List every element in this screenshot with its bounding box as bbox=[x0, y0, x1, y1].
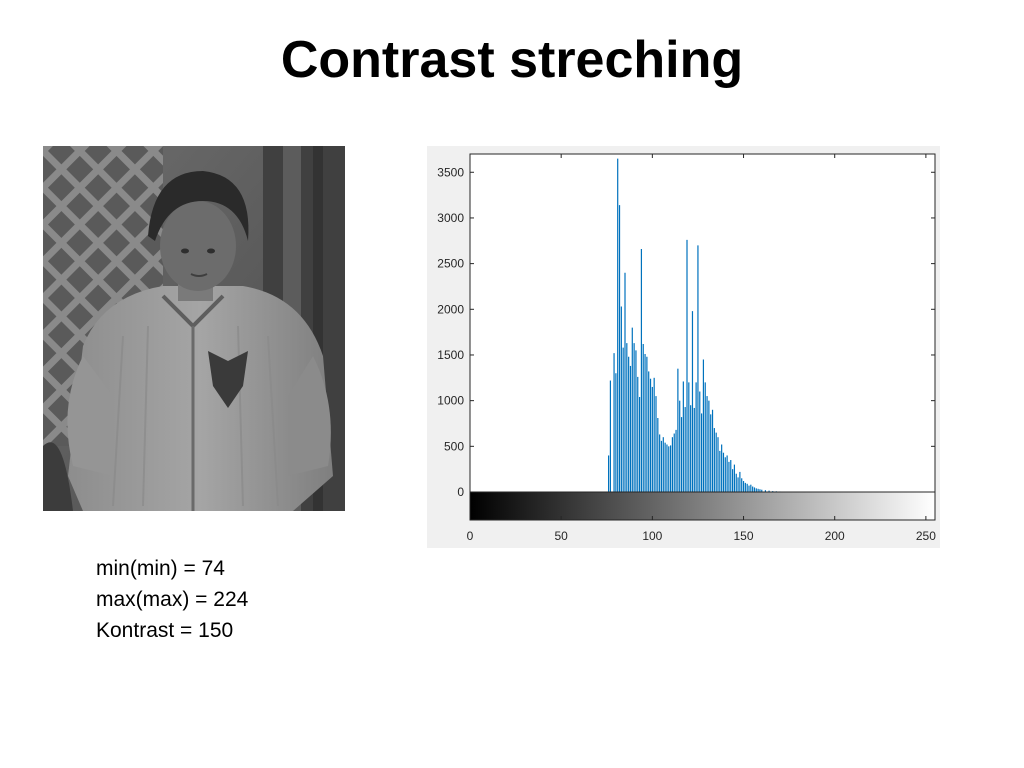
max-stat: max(max) = 224 bbox=[96, 588, 249, 611]
grayscale-colorbar bbox=[470, 492, 935, 520]
x-tick-label: 0 bbox=[467, 529, 474, 543]
x-tick-label: 100 bbox=[642, 529, 662, 543]
y-tick-label: 1000 bbox=[437, 394, 464, 408]
y-tick-label: 3500 bbox=[437, 165, 464, 179]
histogram-figure: 0 500 1000 1500 2000 2500 3000 3500 0 50 100 150 200… bbox=[427, 146, 940, 548]
slide-title: Contrast streching bbox=[280, 31, 744, 89]
boy-grayscale-photo bbox=[43, 146, 345, 511]
min-stat: min(min) = 74 bbox=[96, 557, 225, 580]
y-tick-label: 1500 bbox=[437, 348, 464, 362]
plot-area bbox=[470, 154, 935, 520]
y-tick-label: 2000 bbox=[437, 302, 464, 316]
x-tick-label: 150 bbox=[734, 529, 754, 543]
contrast-stat: Kontrast = 150 bbox=[96, 619, 234, 642]
y-tick-label: 500 bbox=[444, 439, 464, 453]
y-tick-label: 0 bbox=[457, 485, 464, 499]
histogram-chart: 0 500 1000 1500 2000 2500 3000 3500 0 50 100 150 200… bbox=[437, 153, 936, 543]
contrast-stats: min(min) = 74 max(max) = 224 Kontrast = … bbox=[96, 553, 248, 646]
axes-box bbox=[469, 153, 936, 521]
y-tick-label: 3000 bbox=[437, 211, 464, 225]
x-tick-label: 250 bbox=[916, 529, 936, 543]
x-tick-label: 200 bbox=[825, 529, 845, 543]
y-tick-label: 2500 bbox=[437, 257, 464, 271]
x-tick-label: 50 bbox=[554, 529, 568, 543]
